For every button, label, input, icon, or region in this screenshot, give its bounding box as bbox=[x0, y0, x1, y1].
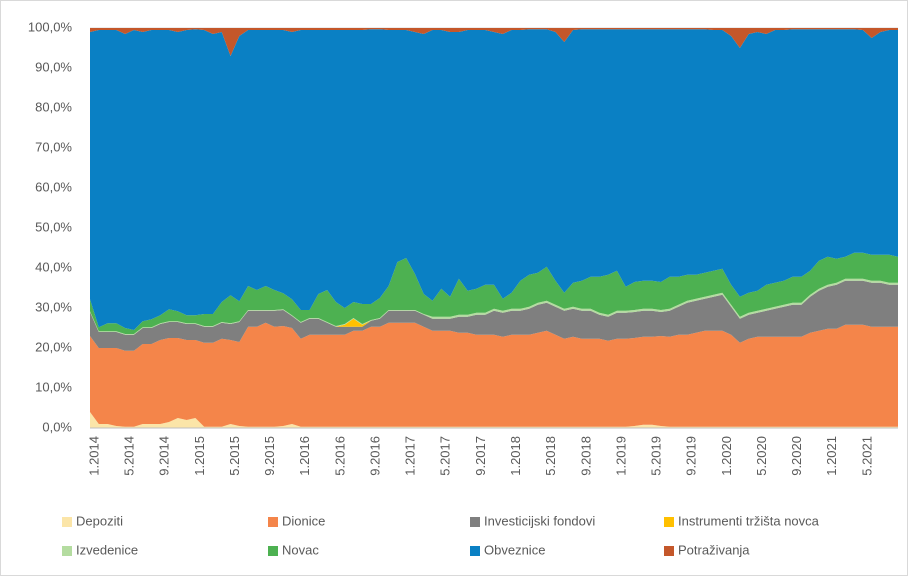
legend-label: Dionice bbox=[282, 513, 325, 528]
y-tick-label: 20,0% bbox=[35, 339, 72, 354]
x-tick-label: 9.2015 bbox=[262, 436, 277, 476]
y-tick-label: 40,0% bbox=[35, 259, 72, 274]
x-tick-label: 5.2019 bbox=[649, 436, 664, 476]
legend-swatch bbox=[62, 546, 72, 556]
legend-label: Instrumenti tržišta novca bbox=[678, 513, 820, 528]
x-tick-label: 9.2016 bbox=[367, 436, 382, 476]
legend-label: Obveznice bbox=[484, 542, 545, 557]
x-tick-label: 1.2019 bbox=[613, 436, 628, 476]
x-tick-label: 1.2020 bbox=[719, 436, 734, 476]
area bbox=[90, 29, 898, 330]
y-tick-label: 50,0% bbox=[35, 219, 72, 234]
y-tick-label: 80,0% bbox=[35, 99, 72, 114]
x-tick-label: 5.2018 bbox=[543, 436, 558, 476]
x-tick-label: 5.2014 bbox=[122, 436, 137, 476]
legend-swatch bbox=[268, 517, 278, 527]
y-tick-label: 70,0% bbox=[35, 139, 72, 154]
x-tick-label: 9.2017 bbox=[473, 436, 488, 476]
legend-swatch bbox=[268, 546, 278, 556]
x-tick-label: 5.2021 bbox=[859, 436, 874, 476]
x-tick-label: 1.2015 bbox=[192, 436, 207, 476]
y-tick-label: 90,0% bbox=[35, 59, 72, 74]
area bbox=[90, 280, 898, 351]
area bbox=[90, 322, 898, 427]
y-tick-label: 0,0% bbox=[42, 419, 72, 434]
x-tick-label: 9.2018 bbox=[578, 436, 593, 476]
legend-label: Novac bbox=[282, 542, 319, 557]
legend-label: Depoziti bbox=[76, 513, 123, 528]
area bbox=[90, 252, 898, 334]
x-tick-label: 1.2021 bbox=[824, 436, 839, 476]
legend-swatch bbox=[664, 546, 674, 556]
legend-swatch bbox=[62, 517, 72, 527]
x-tick-label: 5.2020 bbox=[754, 436, 769, 476]
x-tick-label: 1.2014 bbox=[86, 436, 101, 476]
x-tick-label: 9.2019 bbox=[684, 436, 699, 476]
x-tick-label: 1.2016 bbox=[297, 436, 312, 476]
legend-label: Investicijski fondovi bbox=[484, 513, 595, 528]
x-tick-label: 9.2020 bbox=[789, 436, 804, 476]
legend-swatch bbox=[470, 517, 480, 527]
x-tick-label: 5.2017 bbox=[438, 436, 453, 476]
legend-swatch bbox=[664, 517, 674, 527]
x-tick-label: 9.2014 bbox=[157, 436, 172, 476]
x-tick-label: 1.2018 bbox=[508, 436, 523, 476]
legend-swatch bbox=[470, 546, 480, 556]
legend-label: Izvedenice bbox=[76, 542, 138, 557]
area bbox=[90, 28, 898, 56]
x-tick-label: 5.2016 bbox=[332, 436, 347, 476]
y-tick-label: 10,0% bbox=[35, 379, 72, 394]
legend-label: Potraživanja bbox=[678, 542, 750, 557]
y-tick-label: 100,0% bbox=[28, 19, 73, 34]
y-tick-label: 60,0% bbox=[35, 179, 72, 194]
x-tick-label: 1.2017 bbox=[403, 436, 418, 476]
y-tick-label: 30,0% bbox=[35, 299, 72, 314]
x-tick-label: 5.2015 bbox=[227, 436, 242, 476]
